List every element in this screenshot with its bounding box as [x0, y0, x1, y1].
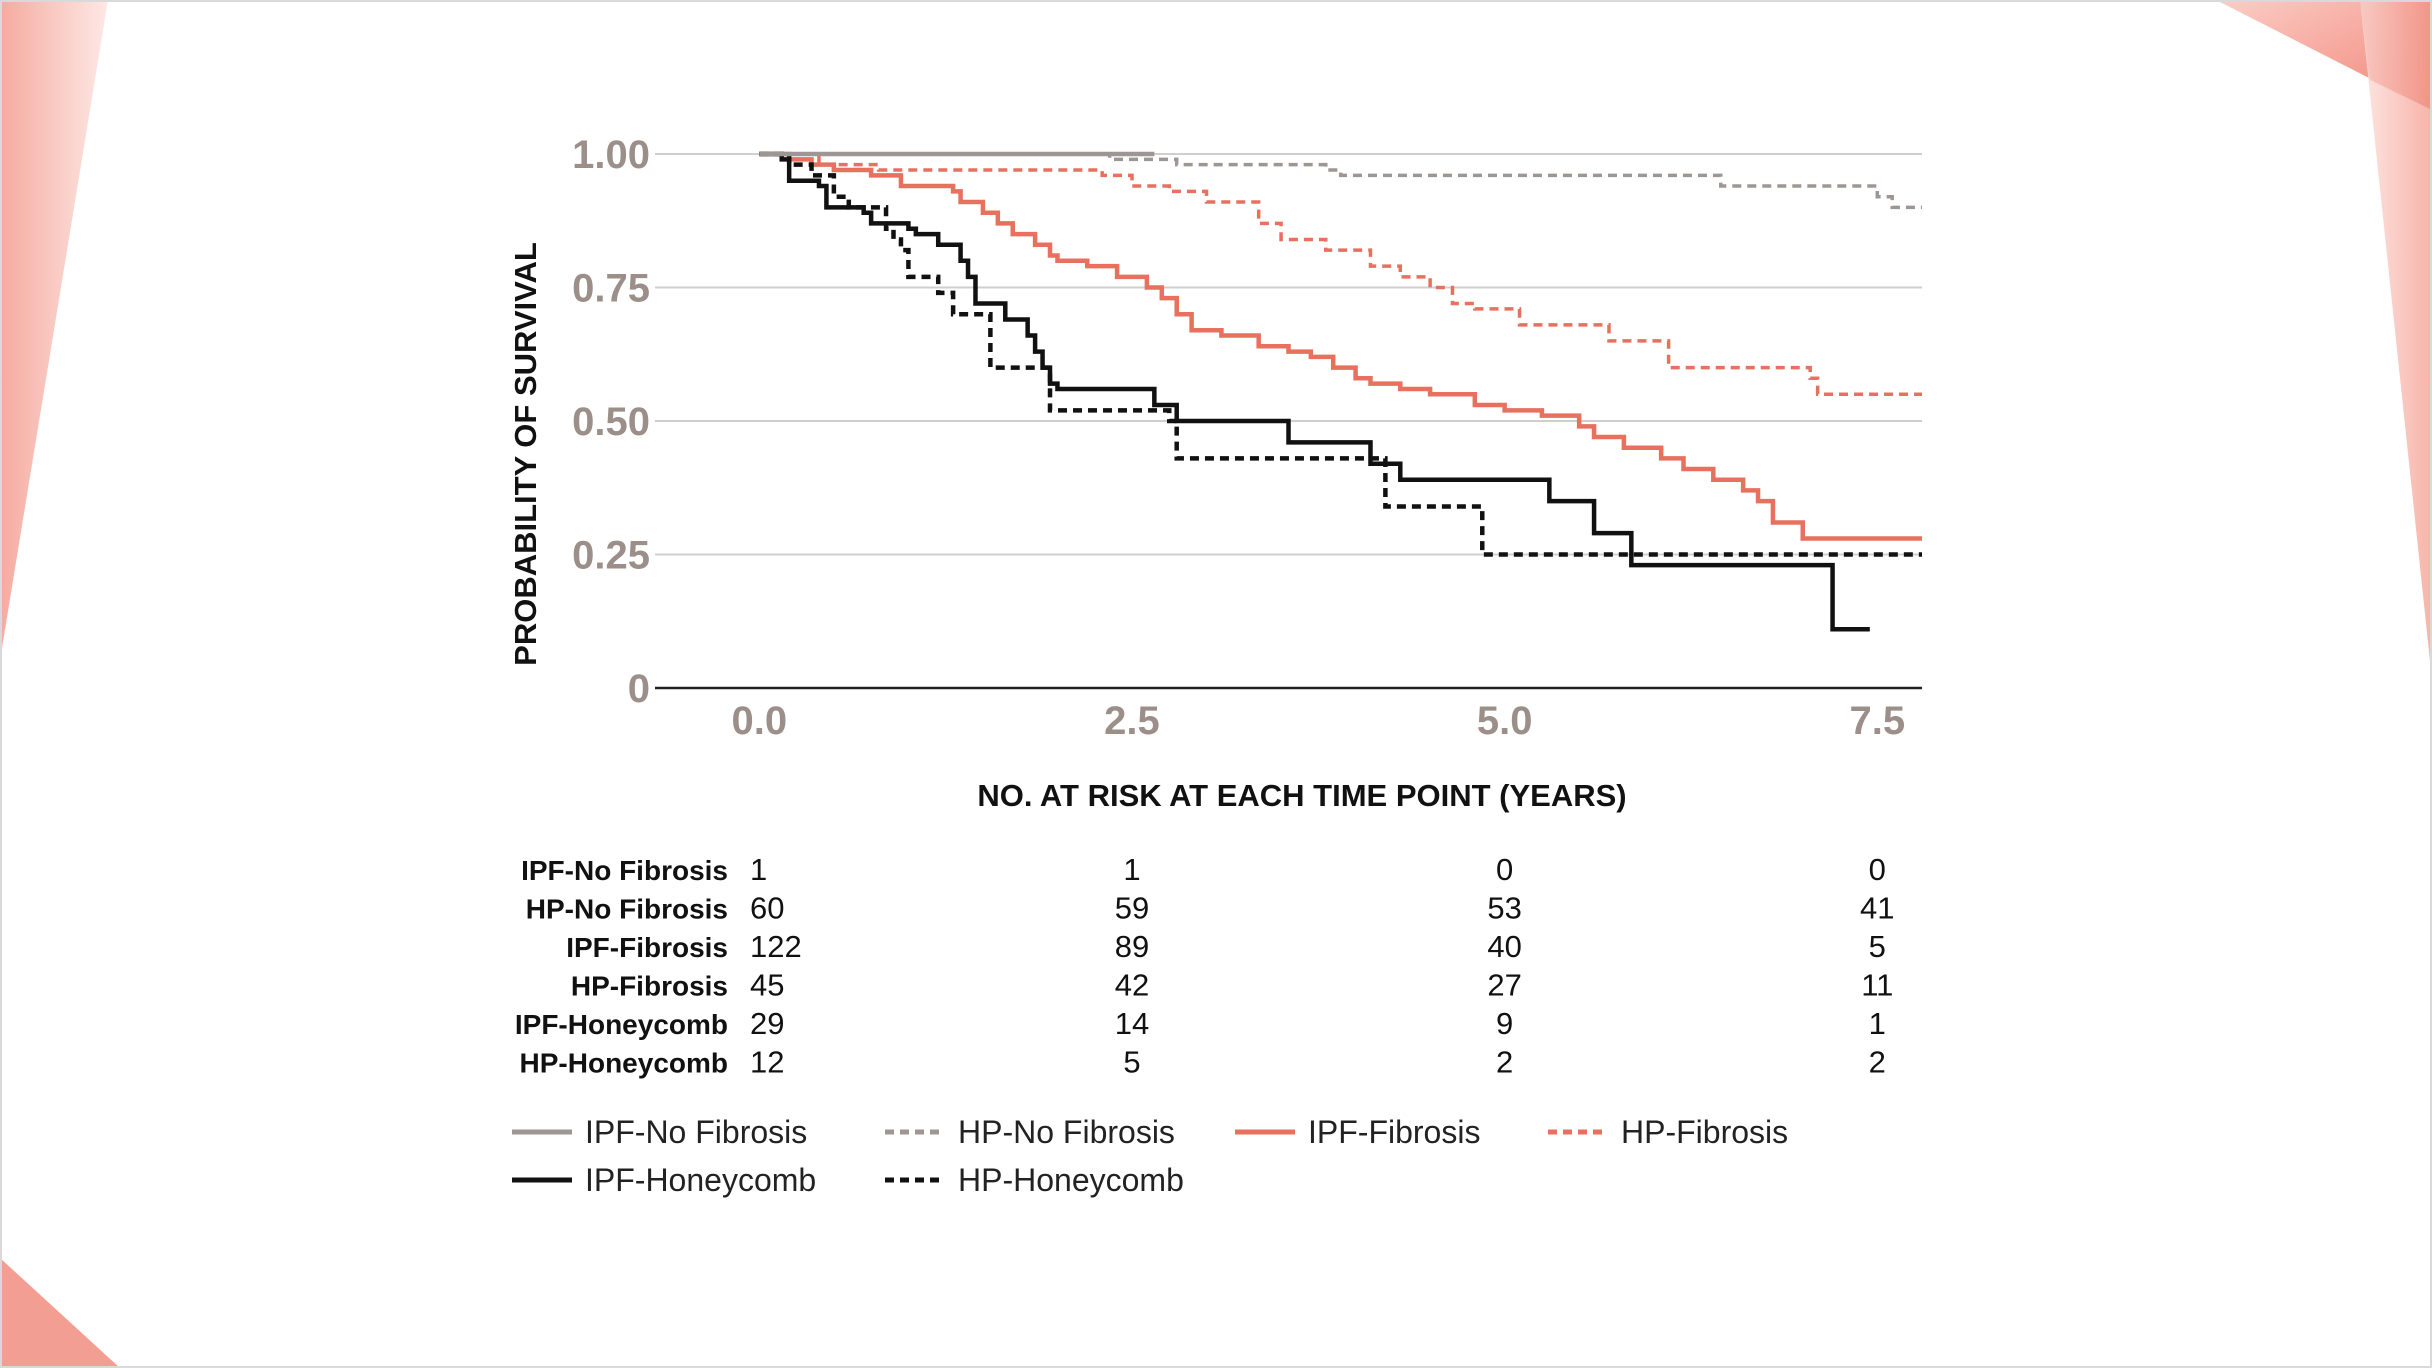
x-tick-labels: 0.0 2.5 5.0 7.5 [732, 699, 1906, 743]
risk-cell: 5 [1869, 929, 1886, 964]
risk-cell: 45 [750, 968, 784, 1003]
risk-cell: 60 [750, 891, 784, 926]
risk-cell: 42 [1115, 968, 1149, 1003]
risk-cell: 1 [1123, 852, 1140, 887]
risk-cell: 2 [1496, 1045, 1513, 1080]
risk-cell: 29 [750, 1006, 784, 1041]
legend-label: IPF-Honeycomb [585, 1162, 816, 1198]
risk-row-label: IPF-Honeycomb [515, 1009, 728, 1040]
gridlines [655, 153, 1922, 556]
legend: IPF-No Fibrosis HP-No Fibrosis IPF-Fibrosi… [512, 1114, 1788, 1198]
legend-item: IPF-Fibrosis [1235, 1114, 1480, 1150]
risk-cell: 41 [1860, 891, 1894, 926]
y-tick-label: 0.25 [572, 534, 650, 578]
risk-table: IPF-No Fibrosis 1 1 0 0HP-No Fibrosis 60 59 53 4… [515, 852, 1895, 1080]
risk-cell: 122 [750, 929, 802, 964]
risk-cell: 27 [1487, 968, 1521, 1003]
risk-cell: 40 [1487, 929, 1521, 964]
risk-row-label: HP-Fibrosis [571, 971, 728, 1002]
legend-label: HP-No Fibrosis [958, 1114, 1175, 1150]
y-tick-label: 0.75 [572, 267, 650, 311]
series-hp-no-fibrosis [759, 152, 1922, 210]
risk-cell: 53 [1487, 891, 1521, 926]
x-tick-label: 2.5 [1104, 699, 1160, 743]
survival-curves [759, 151, 1922, 632]
legend-item: IPF-No Fibrosis [512, 1114, 807, 1150]
y-tick-label: 0 [628, 667, 650, 711]
risk-cell: 5 [1123, 1045, 1140, 1080]
risk-cell: 1 [1869, 1006, 1886, 1041]
risk-cell: 11 [1861, 968, 1893, 1003]
risk-row-label: IPF-No Fibrosis [521, 855, 728, 886]
left-decor-shape [0, 0, 108, 660]
y-tick-label: 1.00 [572, 133, 650, 177]
risk-row-label: HP-No Fibrosis [526, 894, 728, 925]
legend-item: IPF-Honeycomb [512, 1162, 816, 1198]
risk-row-label: HP-Honeycomb [520, 1048, 728, 1079]
risk-cell: 89 [1115, 929, 1149, 964]
risk-cell: 0 [1496, 852, 1513, 887]
risk-cell: 14 [1115, 1006, 1149, 1041]
risk-cell: 2 [1869, 1045, 1886, 1080]
legend-item: HP-Fibrosis [1548, 1114, 1788, 1150]
legend-label: HP-Honeycomb [958, 1162, 1184, 1198]
risk-row-label: IPF-Fibrosis [566, 932, 728, 963]
legend-label: IPF-Fibrosis [1308, 1114, 1480, 1150]
y-tick-labels: 0 0.25 0.50 0.75 1.00 [572, 133, 650, 711]
x-tick-label: 7.5 [1849, 699, 1905, 743]
risk-cell: 59 [1115, 891, 1149, 926]
right-decor-shape [2360, 0, 2432, 680]
y-tick-label: 0.50 [572, 400, 650, 444]
series-hp-fibrosis [759, 152, 1922, 397]
legend-label: IPF-No Fibrosis [585, 1114, 807, 1150]
x-tick-label: 0.0 [732, 699, 788, 743]
series-ipf-honeycomb [759, 151, 1870, 632]
legend-item: HP-No Fibrosis [885, 1114, 1175, 1150]
series-hp-honeycomb [759, 151, 1922, 557]
legend-item: HP-Honeycomb [885, 1162, 1184, 1198]
series-ipf-fibrosis [759, 151, 1922, 541]
x-tick-label: 5.0 [1477, 699, 1533, 743]
risk-cell: 12 [750, 1045, 784, 1080]
risk-table-title: NO. AT RISK AT EACH TIME POINT (YEARS) [977, 778, 1626, 813]
risk-cell: 1 [750, 852, 767, 887]
risk-cell: 0 [1869, 852, 1886, 887]
y-axis-title: PROBABILITY OF SURVIVAL [508, 242, 543, 666]
bottom-left-decor-shape [0, 1258, 120, 1368]
risk-cell: 9 [1496, 1006, 1513, 1041]
legend-label: HP-Fibrosis [1621, 1114, 1788, 1150]
